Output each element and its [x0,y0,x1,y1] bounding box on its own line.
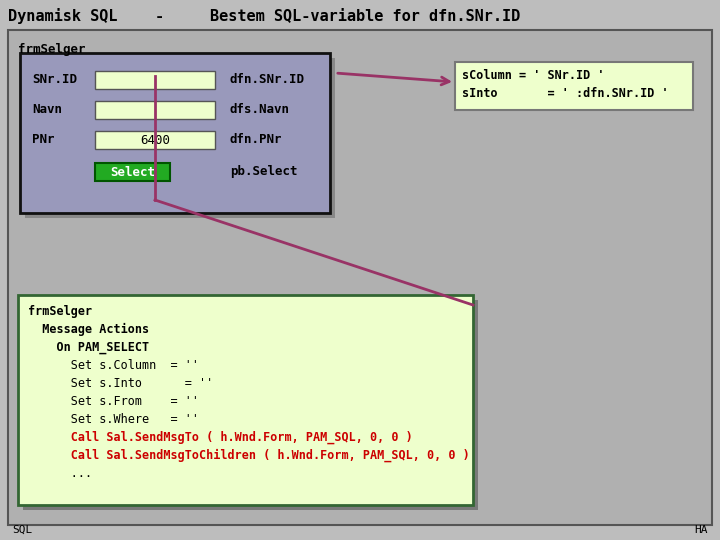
Text: ...: ... [28,467,92,480]
FancyBboxPatch shape [18,295,473,505]
Text: frmSelger: frmSelger [28,305,92,318]
FancyBboxPatch shape [23,300,478,510]
Text: Bestem SQL-variable for dfn.SNr.ID: Bestem SQL-variable for dfn.SNr.ID [210,9,521,24]
Text: Set s.From    = '': Set s.From = '' [28,395,199,408]
FancyBboxPatch shape [455,62,693,110]
Text: dfs.Navn: dfs.Navn [230,103,290,116]
Text: frmSelger: frmSelger [18,43,86,56]
Text: Set s.Where   = '': Set s.Where = '' [28,413,199,426]
FancyBboxPatch shape [20,53,330,213]
Text: Select: Select [110,165,155,179]
Text: Call Sal.SendMsgToChildren ( h.Wnd.Form, PAM_SQL, 0, 0 ): Call Sal.SendMsgToChildren ( h.Wnd.Form,… [28,449,469,462]
Text: On PAM_SELECT: On PAM_SELECT [28,341,149,354]
Text: 6400: 6400 [140,133,170,146]
FancyBboxPatch shape [95,71,215,89]
Text: Navn: Navn [32,103,62,116]
Text: Set s.Into      = '': Set s.Into = '' [28,377,213,390]
Text: PNr: PNr [32,133,55,146]
FancyBboxPatch shape [25,58,335,218]
FancyBboxPatch shape [95,131,215,149]
Text: Call Sal.SendMsgTo ( h.Wnd.Form, PAM_SQL, 0, 0 ): Call Sal.SendMsgTo ( h.Wnd.Form, PAM_SQL… [28,431,413,444]
Text: HA: HA [695,525,708,535]
Text: dfn.PNr: dfn.PNr [230,133,282,146]
Text: Set s.Column  = '': Set s.Column = '' [28,359,199,372]
Text: Message Actions: Message Actions [28,323,149,336]
FancyBboxPatch shape [95,101,215,119]
Text: pb.Select: pb.Select [230,165,297,178]
Text: Dynamisk SQL: Dynamisk SQL [8,8,117,24]
FancyBboxPatch shape [8,30,712,525]
Text: -: - [155,9,164,24]
Text: sInto       = ' :dfn.SNr.ID ': sInto = ' :dfn.SNr.ID ' [462,87,669,100]
Text: SNr.ID: SNr.ID [32,73,77,86]
Text: SQL: SQL [12,525,32,535]
Text: sColumn = ' SNr.ID ': sColumn = ' SNr.ID ' [462,69,605,82]
FancyBboxPatch shape [95,163,170,181]
Text: dfn.SNr.ID: dfn.SNr.ID [230,73,305,86]
